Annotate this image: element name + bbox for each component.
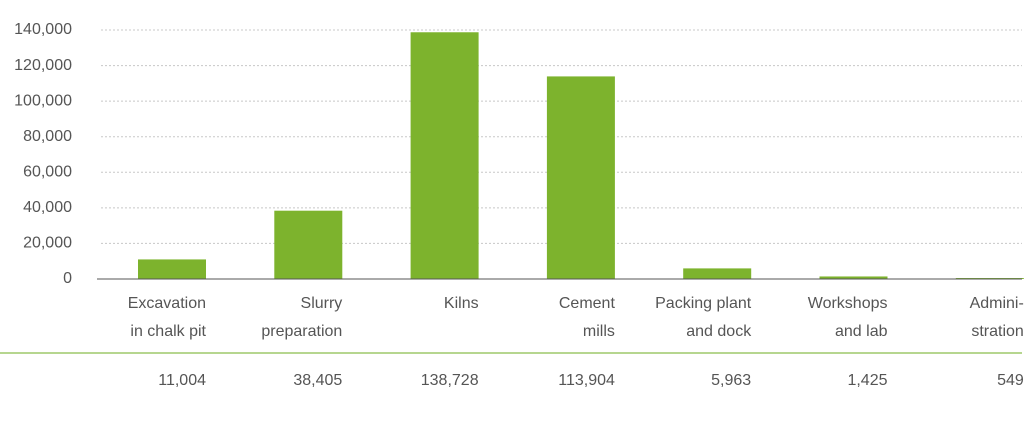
x-tick-label: Packing plant: [655, 295, 752, 312]
y-tick-label: 20,000: [23, 235, 72, 252]
x-tick-label: Slurry: [301, 295, 343, 312]
x-tick-label: and dock: [686, 323, 752, 340]
bar: [819, 276, 888, 279]
value-label: 38,405: [293, 372, 342, 389]
bar: [546, 76, 615, 279]
y-tick-label: 140,000: [14, 21, 72, 38]
value-label: 5,963: [711, 372, 751, 389]
x-tick-label: preparation: [261, 323, 342, 340]
x-tick-label: Admini-: [970, 295, 1024, 312]
y-tick-label: 40,000: [23, 199, 72, 216]
x-tick-label: mills: [583, 323, 615, 340]
value-label: 138,728: [421, 372, 479, 389]
y-tick-label: 100,000: [14, 92, 72, 109]
x-tick-label: in chalk pit: [130, 323, 206, 340]
bar: [274, 210, 343, 279]
y-tick-label: 80,000: [23, 128, 72, 145]
x-tick-label: Kilns: [444, 295, 479, 312]
x-tick-label: Excavation: [128, 295, 206, 312]
bar: [683, 268, 752, 279]
y-tick-label: 120,000: [14, 57, 72, 74]
value-label: 1,425: [847, 372, 887, 389]
y-tick-label: 60,000: [23, 164, 72, 181]
x-tick-label: Cement: [559, 295, 616, 312]
bar: [138, 259, 206, 279]
x-tick-label: and lab: [835, 323, 888, 340]
value-label: 549: [997, 372, 1024, 389]
x-tick-label: Workshops: [808, 295, 888, 312]
value-label: 11,004: [158, 372, 206, 389]
x-tick-label: stration: [971, 323, 1023, 340]
y-tick-label: 0: [63, 270, 72, 287]
bar: [410, 32, 479, 279]
value-label: 113,904: [558, 372, 615, 389]
